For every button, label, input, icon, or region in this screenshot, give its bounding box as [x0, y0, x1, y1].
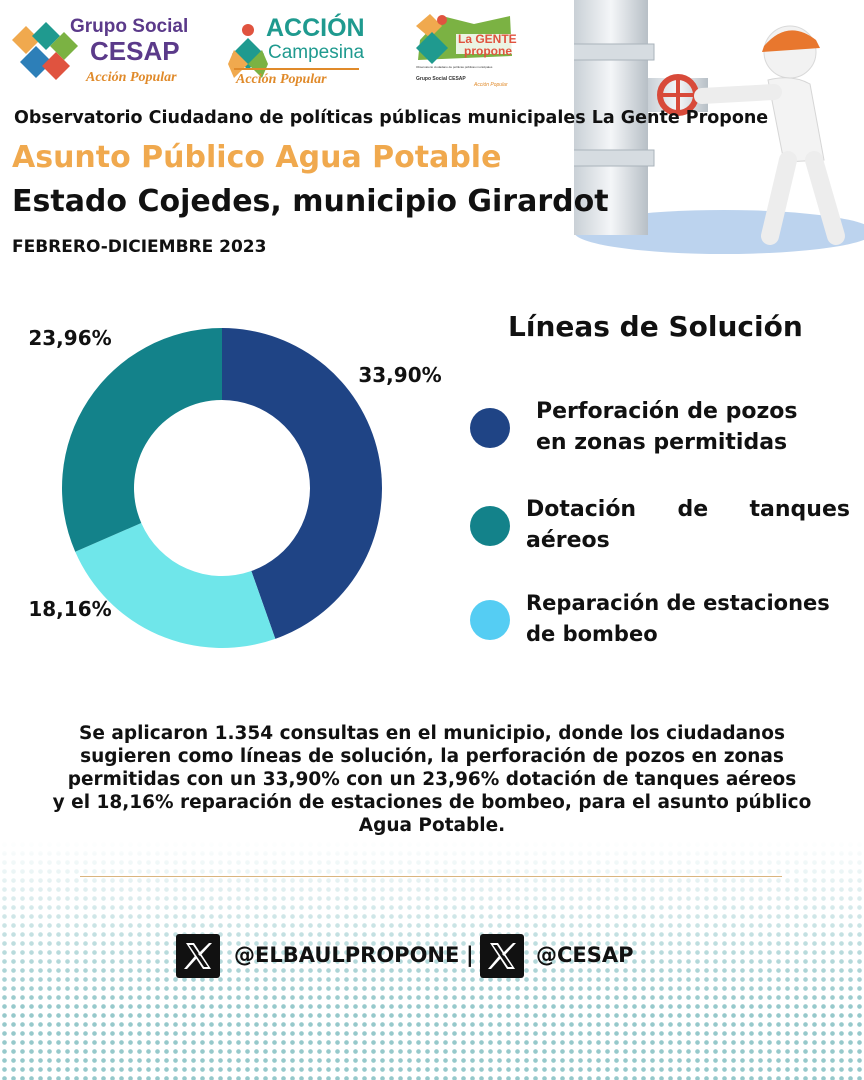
x-logo-icon[interactable] [176, 934, 220, 978]
x-logo-icon[interactable] [480, 934, 524, 978]
legend-label-1-line2: en zonas permitidas [536, 430, 788, 455]
legend-label-1: Perforación de pozos en zonas permitidas [536, 396, 850, 458]
legend-item-dotacion: Dotación de tanques aéreos [470, 492, 854, 562]
slice-reparacion [75, 523, 276, 648]
legend-swatch-1 [470, 408, 510, 448]
social-handles: @ELBAULPROPONE | @CESAP [176, 934, 696, 980]
water-pipe-illustration [574, 0, 864, 254]
cesap-emblem-icon [12, 22, 78, 80]
period-label: FEBRERO-DICIEMBRE 2023 [12, 237, 267, 257]
summary-line: y el 18,16% reparación de estaciones de … [52, 792, 812, 813]
legend-swatch-3 [470, 600, 510, 640]
summary-line: sugieren como líneas de solución, la per… [80, 746, 784, 767]
logo-la-gente-propone: La GENTE propone Observatorio ciudadano … [412, 10, 522, 95]
la-gente-propone-emblem-icon [416, 14, 514, 64]
halftone-background [0, 840, 864, 1080]
accion-campesina-emblem-icon [228, 24, 268, 78]
legend-label-2-line2: aéreos [526, 528, 610, 553]
legend-label-2: Dotación de tanques aéreos [526, 494, 850, 556]
lgp-tagline: Acción Popular [474, 82, 508, 88]
legend-item-reparacion: Reparación de estaciones de bombeo [470, 586, 854, 656]
lgp-line1: La GENTE [458, 32, 517, 46]
observatory-title: Observatorio Ciudadano de políticas públ… [14, 108, 769, 128]
accion-line1: ACCIÓN [266, 14, 365, 42]
legend-label-3: Reparación de estaciones de bombeo [526, 588, 850, 650]
slice-perforacion [222, 328, 383, 639]
logo-cesap: Grupo Social CESAP Acción Popular [8, 10, 193, 95]
social-separator: | [466, 943, 474, 967]
summary-line: Agua Potable. [358, 815, 506, 836]
accion-line2: Campesina [268, 42, 365, 63]
topic-title: Asunto Público Agua Potable [12, 140, 502, 175]
legend-swatch-2 [470, 506, 510, 546]
legend-label-3-line1: Reparación de estaciones [526, 591, 830, 615]
slice-dotacion [62, 328, 222, 552]
cesap-line2: CESAP [90, 36, 180, 66]
summary-paragraph: Se aplicaron 1.354 consultas en el munic… [14, 722, 850, 837]
social-handle-elbaul[interactable]: @ELBAULPROPONE [234, 943, 460, 967]
location-title: Estado Cojedes, municipio Girardot [12, 184, 609, 219]
cesap-tagline: Acción Popular [86, 70, 177, 85]
summary-line: permitidas con un 33,90% con un 23,96% d… [67, 769, 797, 790]
legend-label-2-line1: Dotación de tanques [526, 497, 850, 522]
logo-bar: Grupo Social CESAP Acción Popular ACCIÓN… [8, 10, 528, 98]
accion-tagline: Acción Popular [236, 72, 327, 87]
cesap-line1: Grupo Social [70, 16, 189, 37]
lgp-org: Grupo Social CESAP [416, 76, 466, 82]
legend-label-1-line1: Perforación de pozos [536, 399, 798, 424]
legend-item-perforacion: Perforación de pozos en zonas permitidas [470, 394, 854, 464]
data-label-dotacion: 23,96% [28, 326, 111, 350]
logo-accion-campesina: ACCIÓN Campesina Acción Popular [228, 10, 368, 95]
lgp-small: Observatorio ciudadano de políticas públ… [416, 65, 493, 69]
accion-underline [234, 68, 359, 70]
divider-line [80, 876, 782, 877]
data-label-perforacion: 33,90% [358, 363, 441, 387]
lgp-line2: propone [464, 44, 512, 58]
data-label-reparacion: 18,16% [28, 597, 111, 621]
social-handle-cesap[interactable]: @CESAP [536, 943, 634, 967]
donut-chart: 33,90% 23,96% 18,16% [28, 326, 442, 648]
legend-title: Líneas de Solución [508, 310, 803, 343]
legend-label-3-line2: de bombeo [526, 622, 658, 646]
summary-line: Se aplicaron 1.354 consultas en el munic… [79, 723, 785, 744]
